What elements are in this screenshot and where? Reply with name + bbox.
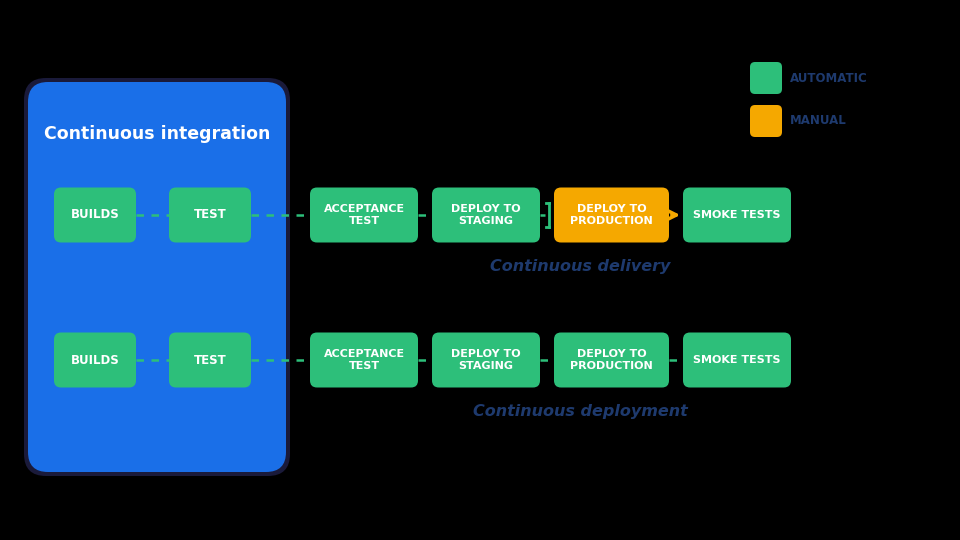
Text: AUTOMATIC: AUTOMATIC	[790, 71, 868, 84]
Text: Continuous deployment: Continuous deployment	[472, 404, 687, 419]
FancyBboxPatch shape	[554, 187, 669, 242]
Text: ACCEPTANCE
TEST: ACCEPTANCE TEST	[324, 349, 404, 372]
FancyBboxPatch shape	[54, 187, 136, 242]
Text: Continuous integration: Continuous integration	[44, 125, 270, 143]
Text: MANUAL: MANUAL	[790, 114, 847, 127]
FancyBboxPatch shape	[28, 82, 286, 472]
FancyBboxPatch shape	[169, 187, 251, 242]
FancyBboxPatch shape	[432, 187, 540, 242]
Text: TEST: TEST	[194, 208, 227, 221]
FancyBboxPatch shape	[750, 62, 782, 94]
Text: BUILDS: BUILDS	[71, 354, 119, 367]
Text: TEST: TEST	[194, 354, 227, 367]
Text: DEPLOY TO
PRODUCTION: DEPLOY TO PRODUCTION	[570, 204, 653, 226]
FancyBboxPatch shape	[750, 105, 782, 137]
Text: DEPLOY TO
PRODUCTION: DEPLOY TO PRODUCTION	[570, 349, 653, 372]
FancyBboxPatch shape	[54, 333, 136, 388]
Text: SMOKE TESTS: SMOKE TESTS	[693, 210, 780, 220]
FancyBboxPatch shape	[432, 333, 540, 388]
FancyBboxPatch shape	[683, 187, 791, 242]
FancyBboxPatch shape	[310, 187, 418, 242]
FancyBboxPatch shape	[554, 333, 669, 388]
Text: BUILDS: BUILDS	[71, 208, 119, 221]
Text: Continuous delivery: Continuous delivery	[490, 259, 670, 274]
FancyBboxPatch shape	[683, 333, 791, 388]
Text: ACCEPTANCE
TEST: ACCEPTANCE TEST	[324, 204, 404, 226]
Text: DEPLOY TO
STAGING: DEPLOY TO STAGING	[451, 204, 521, 226]
FancyBboxPatch shape	[24, 78, 290, 476]
Text: SMOKE TESTS: SMOKE TESTS	[693, 355, 780, 365]
FancyBboxPatch shape	[310, 333, 418, 388]
FancyBboxPatch shape	[169, 333, 251, 388]
Text: DEPLOY TO
STAGING: DEPLOY TO STAGING	[451, 349, 521, 372]
